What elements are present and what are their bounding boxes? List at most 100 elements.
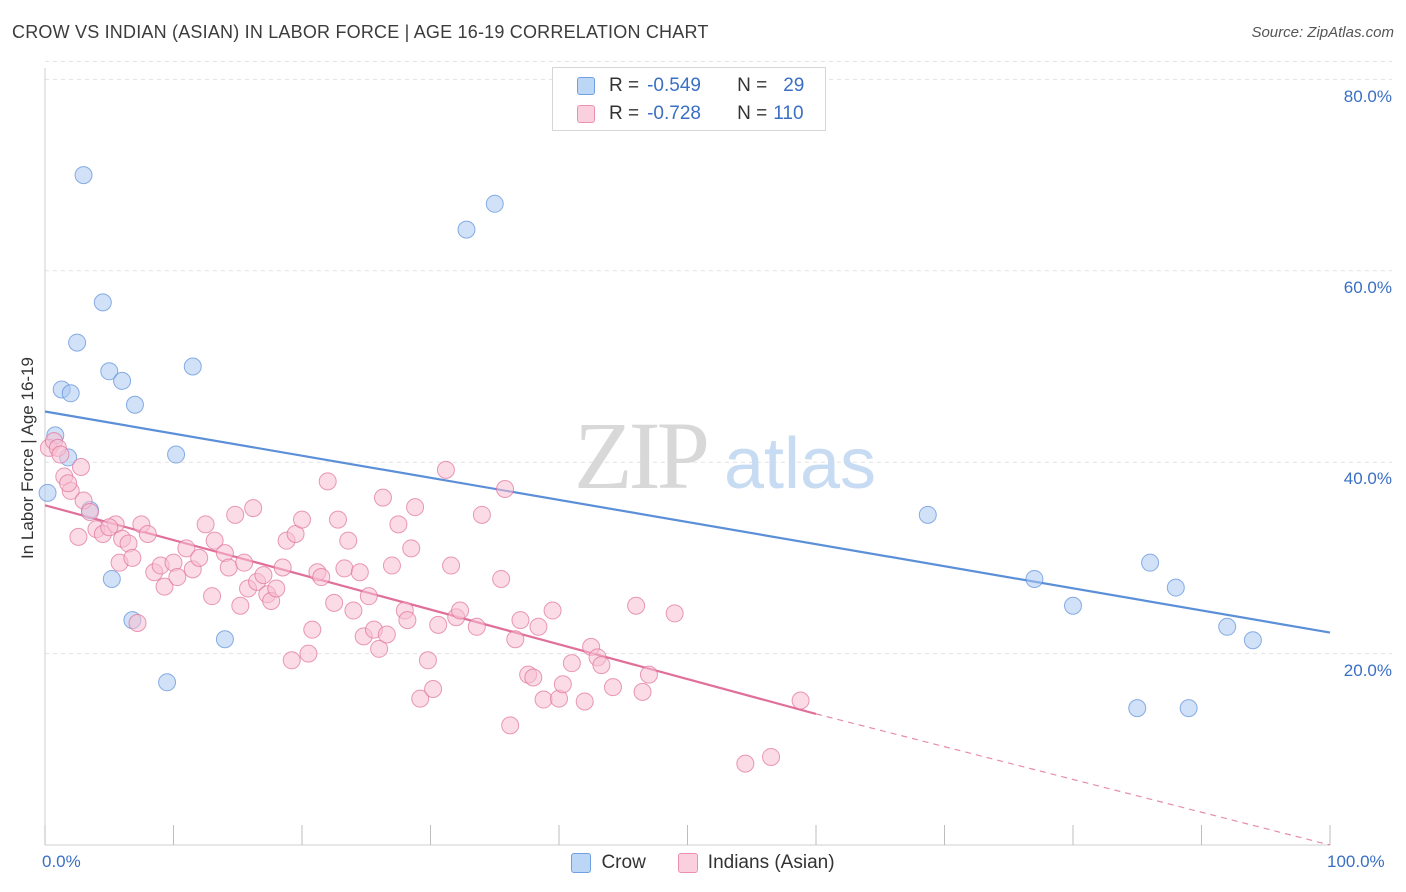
y-axis-label: In Labor Force | Age 16-19 bbox=[18, 357, 37, 559]
x-tick-label-min: 0.0% bbox=[42, 852, 81, 871]
crow-point-1 bbox=[93, 293, 112, 312]
stats-row-indian: R = -0.728 N = 110 bbox=[577, 101, 804, 127]
indian-point-72 bbox=[411, 689, 430, 708]
indian-point-81 bbox=[472, 505, 491, 524]
x-tick-label-max: 100.0% bbox=[1327, 852, 1385, 871]
crow-point-14 bbox=[102, 569, 121, 588]
crow-point-22 bbox=[1064, 596, 1082, 615]
indian-point-54 bbox=[325, 593, 344, 612]
indian-point-101 bbox=[633, 682, 652, 701]
indian-r-value: -0.728 bbox=[647, 103, 701, 124]
indian-point-23 bbox=[155, 577, 174, 596]
indian-point-107 bbox=[71, 457, 90, 476]
legend: Crow Indians (Asian) bbox=[0, 852, 1406, 874]
indian-point-90 bbox=[534, 690, 553, 709]
crow-swatch bbox=[577, 77, 595, 95]
indian-point-82 bbox=[492, 569, 511, 588]
legend-indian-label: Indians (Asian) bbox=[707, 852, 835, 873]
crow-point-27 bbox=[1128, 699, 1147, 718]
crow-point-0 bbox=[74, 166, 93, 185]
indian-point-43 bbox=[267, 579, 286, 598]
indian-trendline bbox=[44, 504, 817, 715]
indian-point-76 bbox=[436, 460, 455, 479]
indian-point-91 bbox=[543, 601, 562, 620]
indian-point-88 bbox=[524, 668, 543, 687]
indian-point-48 bbox=[293, 510, 311, 529]
indian-point-35 bbox=[231, 596, 250, 615]
watermark-zip: ZIP bbox=[574, 402, 707, 509]
indian-point-44 bbox=[273, 558, 292, 577]
crow-point-3 bbox=[100, 362, 119, 381]
crow-point-26 bbox=[1243, 631, 1262, 650]
crow-point-18 bbox=[457, 220, 476, 239]
indian-point-71 bbox=[406, 498, 425, 517]
indian-point-73 bbox=[418, 651, 437, 670]
indian-point-36 bbox=[235, 553, 254, 572]
chart-title: CROW VS INDIAN (ASIAN) IN LABOR FORCE | … bbox=[12, 22, 709, 42]
indian-point-20 bbox=[128, 613, 147, 632]
indian-point-77 bbox=[442, 556, 461, 575]
indian-point-65 bbox=[377, 625, 396, 644]
y-tick-label-80: 80.0% bbox=[1343, 87, 1392, 106]
y-tick-label-60: 60.0% bbox=[1343, 278, 1392, 297]
indian-point-10 bbox=[69, 527, 88, 546]
indian-swatch bbox=[577, 105, 595, 123]
indian-point-61 bbox=[359, 587, 378, 606]
indian-point-70 bbox=[402, 539, 421, 558]
indian-n-value: 110 bbox=[773, 103, 804, 124]
indian-point-34 bbox=[226, 505, 245, 524]
indian-point-80 bbox=[467, 617, 486, 636]
crow-point-4 bbox=[113, 371, 132, 390]
indian-point-25 bbox=[168, 568, 187, 587]
trendlines bbox=[44, 410, 1331, 846]
data-points bbox=[38, 166, 1262, 773]
axes bbox=[44, 68, 1331, 846]
indian-point-52 bbox=[312, 568, 331, 587]
indian-point-56 bbox=[335, 559, 354, 578]
crow-point-8 bbox=[125, 395, 144, 414]
legend-item-crow: Crow bbox=[571, 852, 646, 874]
indian-point-75 bbox=[429, 615, 448, 634]
y-tick-label-20: 20.0% bbox=[1343, 661, 1392, 680]
indian-point-46 bbox=[282, 651, 301, 670]
indian-point-8 bbox=[80, 502, 99, 521]
indian-point-13 bbox=[100, 518, 119, 537]
indian-point-104 bbox=[736, 754, 755, 773]
indian-point-67 bbox=[389, 515, 408, 534]
indian-point-63 bbox=[370, 639, 389, 658]
indian-point-103 bbox=[665, 604, 684, 623]
indian-point-69 bbox=[398, 611, 417, 630]
y-tick-label-40: 40.0% bbox=[1343, 469, 1392, 488]
indian-point-105 bbox=[762, 747, 781, 766]
indian-point-59 bbox=[350, 563, 369, 582]
indian-point-89 bbox=[529, 617, 548, 636]
crow-point-2 bbox=[68, 333, 87, 352]
source-label: Source: ZipAtlas.com bbox=[1251, 24, 1394, 41]
indian-point-64 bbox=[373, 488, 392, 507]
watermark: ZIP atlas bbox=[574, 402, 876, 509]
legend-item-indian: Indians (Asian) bbox=[677, 852, 835, 874]
indian-point-28 bbox=[190, 548, 209, 567]
crow-point-23 bbox=[1141, 553, 1160, 572]
indian-point-100 bbox=[627, 596, 646, 615]
crow-n-label: N = bbox=[737, 75, 768, 96]
indian-point-19 bbox=[123, 548, 142, 567]
crow-point-20 bbox=[918, 505, 937, 524]
indian-point-58 bbox=[344, 601, 363, 620]
indian-point-30 bbox=[203, 587, 222, 606]
indian-point-85 bbox=[506, 630, 525, 649]
indian-point-3 bbox=[51, 445, 70, 464]
crow-point-7 bbox=[61, 384, 80, 403]
indian-point-31 bbox=[205, 531, 224, 550]
indian-point-106 bbox=[791, 691, 810, 710]
crow-point-12 bbox=[38, 483, 57, 502]
indian-point-26 bbox=[177, 539, 196, 558]
indian-point-94 bbox=[562, 654, 581, 673]
crow-n-value: 29 bbox=[783, 75, 805, 96]
indian-point-53 bbox=[318, 472, 337, 491]
legend-crow-swatch bbox=[571, 853, 592, 873]
indian-point-6 bbox=[59, 474, 78, 493]
indian-point-98 bbox=[592, 656, 611, 675]
indian-n-label: N = bbox=[737, 103, 768, 124]
